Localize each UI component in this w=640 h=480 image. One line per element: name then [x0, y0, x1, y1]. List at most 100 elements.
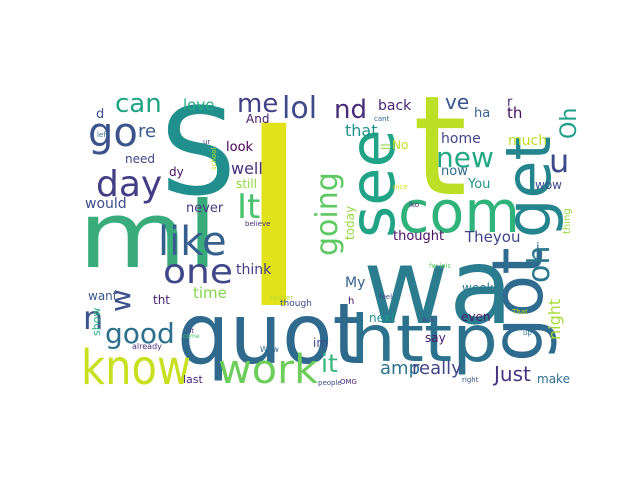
- word-i: I: [237, 73, 311, 364]
- word-cant: cant: [374, 115, 390, 123]
- word-lol: lol: [282, 91, 317, 126]
- word-w: w: [104, 289, 137, 312]
- word-d: d: [96, 107, 104, 122]
- word-fw-loic: fw loic: [429, 262, 451, 270]
- word-really: really: [412, 358, 462, 379]
- word-amp: amp: [380, 358, 420, 379]
- word-even: even: [461, 310, 490, 324]
- word-ve: ve: [445, 90, 469, 114]
- word-th: th: [507, 104, 522, 122]
- word-look: look: [226, 140, 254, 155]
- word-r: r: [507, 95, 513, 110]
- word-quot: quot: [177, 285, 365, 383]
- word-oh: Oh: [557, 108, 582, 139]
- word-nd: nd: [334, 95, 367, 125]
- word-people: people: [318, 379, 342, 387]
- word-n: n: [83, 299, 103, 337]
- word-ll: ll: [379, 143, 393, 150]
- word-get: get: [492, 136, 565, 238]
- word-thought: thought: [393, 229, 444, 244]
- word-next: next: [369, 311, 396, 325]
- word-s: S: [160, 84, 236, 223]
- word-h: h: [348, 296, 354, 307]
- word-theyou: Theyou: [464, 228, 520, 246]
- word-you: You: [467, 177, 490, 192]
- word-ha: ha: [474, 106, 490, 121]
- word-lko: lko: [409, 201, 419, 209]
- word-go: go: [88, 110, 138, 156]
- word-i: i: [536, 241, 540, 256]
- word-know: know: [81, 340, 191, 396]
- word-home: home: [441, 131, 481, 147]
- word-need: need: [125, 152, 155, 166]
- word-got: got: [477, 247, 559, 362]
- word-feel: feel: [379, 293, 392, 301]
- word-that: That: [511, 308, 528, 316]
- word-it: It: [237, 187, 260, 227]
- word-never: never: [186, 201, 224, 216]
- word-one: one: [163, 252, 233, 292]
- word-nice: nice: [393, 183, 408, 191]
- word-would: would: [85, 196, 127, 212]
- word-make: make: [537, 372, 570, 386]
- word-think: think: [236, 262, 272, 278]
- word-thing: thing: [562, 208, 573, 234]
- word-com: com: [398, 178, 520, 246]
- word-im: im: [313, 336, 328, 350]
- word-just: Just: [492, 362, 531, 386]
- word-lt: lt: [190, 328, 195, 335]
- word-last: last: [183, 373, 204, 386]
- word-that: that: [345, 121, 378, 140]
- word-me: me: [237, 89, 278, 119]
- word-dy: dy: [169, 165, 184, 179]
- word-see: see: [336, 129, 409, 238]
- word-love: love: [183, 96, 214, 114]
- word-http: http: [350, 303, 498, 377]
- word-good: good: [105, 317, 175, 350]
- word-wa: wa: [363, 226, 513, 348]
- word-going: going: [310, 172, 345, 256]
- word-show: show: [90, 308, 103, 336]
- word-well: well: [231, 159, 263, 178]
- word-time: time: [193, 284, 227, 302]
- word-week: week: [462, 281, 494, 295]
- word-new: new: [436, 141, 494, 174]
- word-ur: ur: [203, 138, 210, 146]
- word-today: today: [343, 206, 357, 240]
- word-oh: oh: [522, 246, 557, 283]
- word-night: night: [545, 299, 564, 340]
- word-right: right: [462, 376, 479, 384]
- word-up: up: [523, 329, 532, 337]
- word-my: My: [345, 275, 365, 291]
- word-it: it: [321, 349, 338, 378]
- word-can: can: [115, 89, 162, 119]
- word-like: like: [158, 219, 227, 265]
- word-left: left: [97, 131, 109, 139]
- word-no: No: [392, 138, 408, 152]
- word-day: day: [96, 164, 162, 205]
- word-wow: Wow: [260, 345, 279, 354]
- word-and: And: [246, 112, 269, 126]
- word-want: want: [88, 289, 118, 303]
- word-back: back: [378, 98, 412, 114]
- word-school: school: [210, 148, 218, 170]
- word-work: work: [218, 347, 319, 393]
- word-already: already: [132, 342, 162, 351]
- word-but: But: [422, 316, 434, 324]
- word-ml: ml: [78, 182, 218, 289]
- word-now: now: [441, 164, 468, 179]
- word-u: u: [549, 142, 569, 180]
- word-omg: OMG: [340, 378, 357, 386]
- word-twitter: twitter: [270, 294, 293, 302]
- word-come: come: [183, 333, 200, 340]
- word-much: much: [508, 133, 547, 149]
- word-say: say: [425, 331, 446, 345]
- word-still: still: [236, 177, 257, 191]
- word-though: though: [280, 299, 312, 309]
- word-re: re: [138, 121, 156, 142]
- word-wow: wow: [535, 178, 562, 192]
- word-t: t: [413, 66, 467, 227]
- word-tht: tht: [153, 293, 170, 307]
- word-believe: believe: [245, 220, 270, 228]
